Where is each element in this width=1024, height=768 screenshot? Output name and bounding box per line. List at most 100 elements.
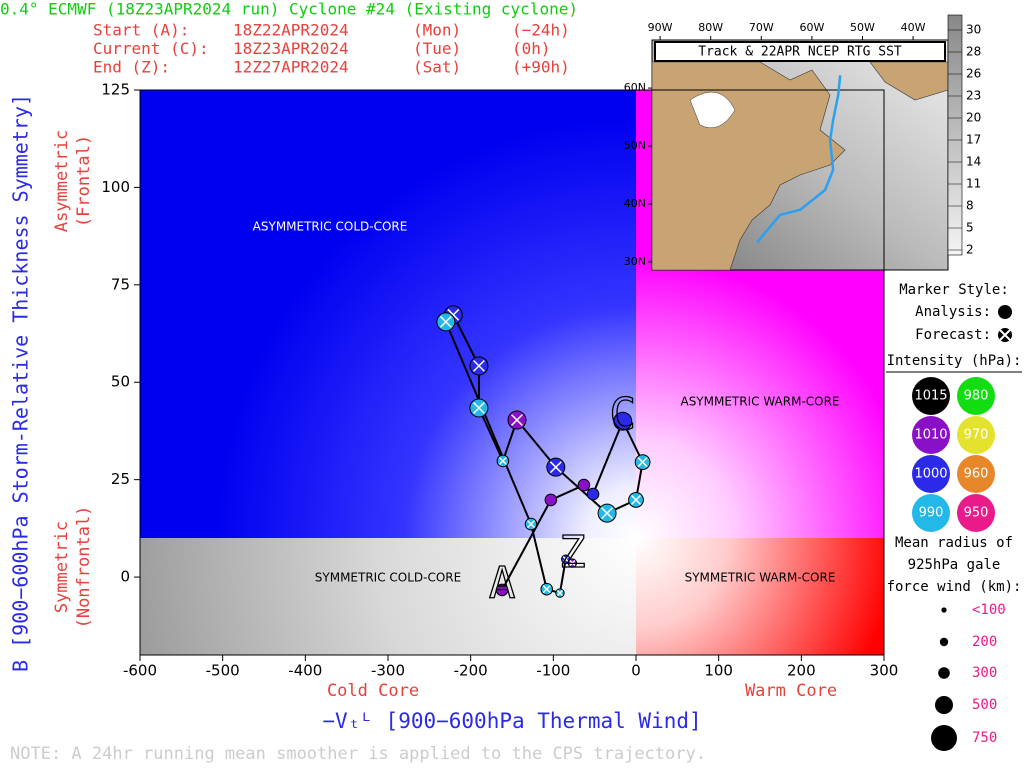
map-y-tick-label: 40N [624,197,646,210]
legend-text: Forecast: [915,327,991,343]
map-x-tick-label: 60W [799,21,824,34]
colorbar-label: 8 [966,199,974,213]
forecast-x [562,556,569,563]
legend-label: 1015 [914,389,947,404]
colorbar-label: 20 [966,111,981,125]
legend-text: force wind (km): [887,579,1022,595]
chart-title: 0.4° ECMWF (18Z23APR2024 run) Cyclone #2… [0,0,578,19]
x-tick-label: 0 [631,662,641,680]
track-letter: A [489,558,516,609]
legend-marker [998,305,1012,319]
colorbar-label: 5 [966,221,974,235]
legend-swatch [957,494,995,532]
header-text: (Mon) [413,21,461,40]
legend-swatch [912,416,950,454]
forecast-x [569,559,576,567]
region-label: SYMMETRIC COLD-CORE [315,571,461,585]
legend-size-label: 200 [972,634,997,650]
colorbar-label: 11 [966,177,981,191]
colorbar-label: 2 [966,243,974,257]
x-tick-label: -200 [454,662,488,680]
legend-text: Analysis: [915,304,991,320]
legend-size-label: 300 [972,665,997,681]
map-x-tick-label: 80W [698,21,723,34]
legend-text: Intensity (hPa): [887,353,1022,369]
footnote: NOTE: A 24hr running mean smoother is ap… [10,744,706,764]
header-text: 12Z27APR2024 [233,58,349,77]
map-lake [689,91,736,129]
x-tick-label: 100 [704,662,733,680]
legend-text: 925hPa gale [908,557,1001,573]
track-point [544,493,558,507]
header-text: 18Z23APR2024 [233,39,349,58]
forecast-x [527,520,536,529]
colorbar-label: 26 [966,67,981,81]
legend-size-label: <100 [972,602,1006,618]
y-tick-label: 50 [111,373,130,391]
forecast-x [498,456,507,465]
region-label: SYMMETRIC WARM-CORE [685,571,836,585]
x-tick-label: 300 [870,662,899,680]
legend-size [941,607,947,613]
colorbar-label: 14 [966,155,981,169]
legend-size-label: 500 [972,697,997,713]
map-x-tick-label: 90W [648,21,673,34]
legend-size [935,696,953,714]
y-tick-label: 25 [111,470,130,488]
track-point [586,487,600,501]
y-sublabel: (Nonfrontal) [74,506,94,629]
x-tick-label: 200 [787,662,816,680]
y-sublabel: Symmetric [52,521,72,613]
x-sublabel: Warm Core [745,681,837,701]
colorbar-label: 30 [966,23,981,37]
colorbar-label: 23 [966,89,981,103]
x-tick-label: -500 [206,662,240,680]
track-point [613,411,633,431]
map-y-tick-label: 50N [624,139,646,152]
header-text: Current (C): [93,39,209,58]
y-tick-label: 0 [120,568,130,586]
forecast-x [631,494,641,505]
header-text: (0h) [512,39,551,58]
track-letter: Z [559,527,586,578]
forecast-x [439,315,452,328]
forecast-x [511,414,523,426]
legend-label: 1000 [914,467,947,482]
legend-label: 980 [964,389,989,404]
forecast-x [601,507,613,520]
legend-label: 950 [964,506,989,521]
header-text: End (Z): [93,58,170,77]
map-title-box [654,41,946,62]
x-tick-label: -400 [288,662,322,680]
header-text: Start (A): [93,21,189,40]
header-text: (−24h) [512,21,570,40]
x-axis-title: −Vₜᴸ [900−600hPa Thermal Wind] [322,709,701,733]
x-sublabel: Cold Core [327,681,419,701]
legend-text: Mean radius of [895,535,1013,551]
forecast-x [473,359,485,372]
map-title: Track & 22APR NCEP RTG SST [698,45,902,60]
legend-marker [999,329,1011,341]
map-x-tick-label: 70W [749,21,774,34]
map-y-tick-label: 60N [624,81,646,94]
y-axis-title: B [900−600hPa Storm-Relative Thickness S… [9,94,33,672]
legend-swatch [957,416,995,454]
region-label: ASYMMETRIC COLD-CORE [253,220,408,234]
colorbar-label: 17 [966,133,981,147]
y-tick-label: 75 [111,275,130,293]
track-letter: C [610,389,637,440]
legend-swatch [912,377,950,415]
legend-label: 1010 [914,428,947,443]
y-tick-label: 125 [101,81,130,99]
track-point [495,583,509,597]
forecast-x [556,589,563,597]
y-sublabel: Asymmetric [52,130,72,232]
legend-label: 990 [919,506,944,521]
forecast-x [473,402,485,414]
plot-frame [139,89,885,656]
header-text: (Sat) [413,58,461,77]
legend-size [939,637,949,647]
map-x-tick-label: 40W [901,21,926,34]
region-sym-warm [636,538,884,655]
